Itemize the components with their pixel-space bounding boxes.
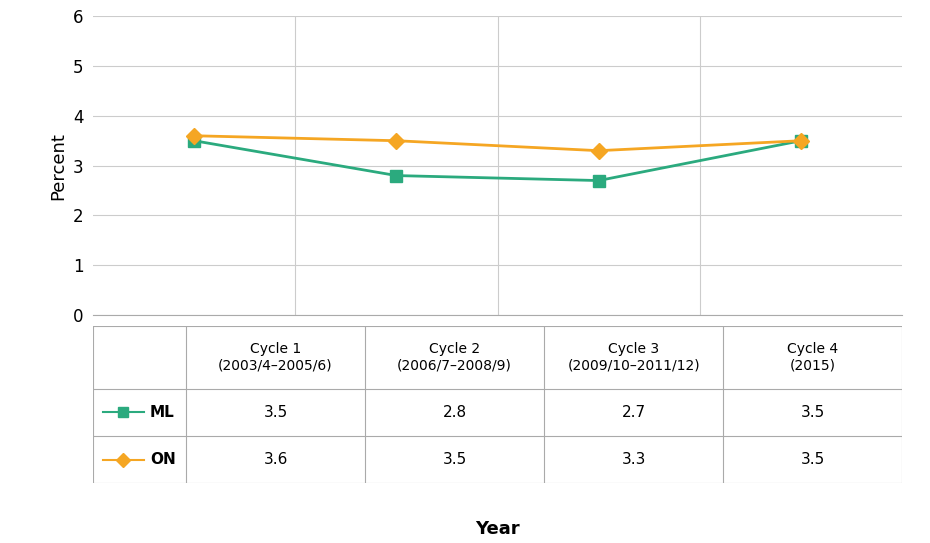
- Text: Cycle 1
(2003/4–2005/6): Cycle 1 (2003/4–2005/6): [219, 342, 333, 372]
- Text: Cycle 4
(2015): Cycle 4 (2015): [787, 342, 838, 372]
- Text: 3.3: 3.3: [621, 452, 645, 467]
- Text: Cycle 2
(2006/7–2008/9): Cycle 2 (2006/7–2008/9): [397, 342, 512, 372]
- Text: 3.6: 3.6: [263, 452, 287, 467]
- Text: ML: ML: [150, 405, 175, 420]
- Text: 3.5: 3.5: [263, 405, 287, 420]
- Text: 3.5: 3.5: [801, 405, 825, 420]
- Text: 2.7: 2.7: [621, 405, 645, 420]
- Text: 2.8: 2.8: [443, 405, 467, 420]
- Text: ON: ON: [150, 452, 176, 467]
- Text: Cycle 3
(2009/10–2011/12): Cycle 3 (2009/10–2011/12): [567, 342, 700, 372]
- Y-axis label: Percent: Percent: [49, 131, 67, 200]
- Text: Year: Year: [475, 520, 520, 538]
- Text: 3.5: 3.5: [801, 452, 825, 467]
- Text: 3.5: 3.5: [443, 452, 467, 467]
